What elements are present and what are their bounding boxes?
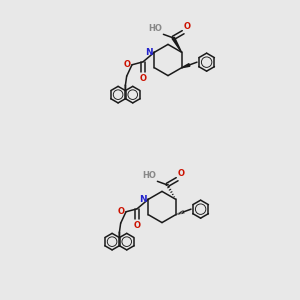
Text: HO: HO: [142, 171, 157, 180]
Text: O: O: [123, 60, 130, 69]
Text: O: O: [134, 221, 140, 230]
Polygon shape: [172, 37, 182, 52]
Text: N: N: [145, 48, 152, 57]
Text: O: O: [178, 169, 185, 178]
Text: O: O: [117, 207, 124, 216]
Text: O: O: [140, 74, 146, 83]
Text: HO: HO: [148, 24, 163, 33]
Polygon shape: [182, 64, 190, 68]
Text: O: O: [184, 22, 191, 31]
Text: N: N: [139, 195, 146, 204]
